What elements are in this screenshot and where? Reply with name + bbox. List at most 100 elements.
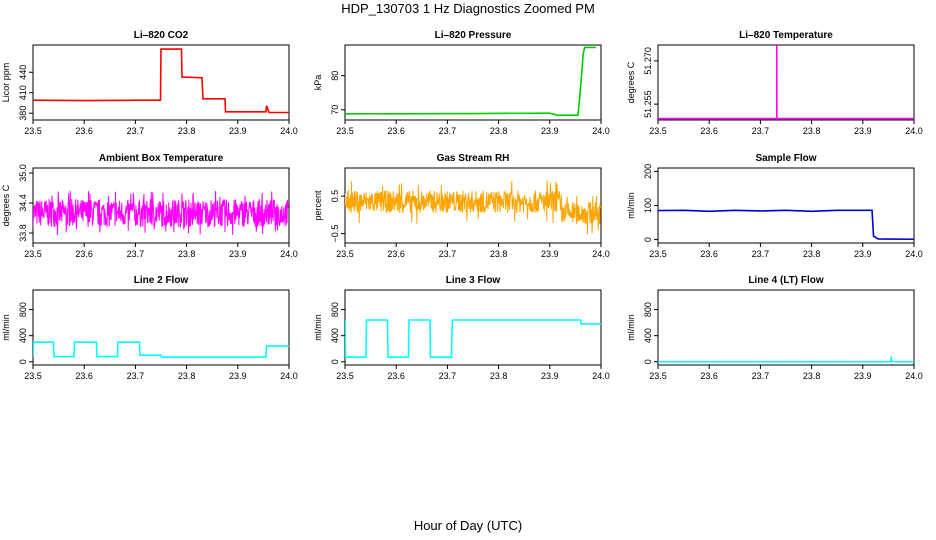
panel-title: Line 2 Flow (134, 275, 189, 286)
x-tick-label: 23.7 (127, 371, 145, 381)
x-tick-label: 23.7 (752, 249, 770, 259)
x-tick-label: 23.7 (439, 126, 457, 136)
panel-title: Li–820 CO2 (134, 30, 189, 41)
y-tick-label: 400 (330, 328, 340, 343)
x-tick-label: 24.0 (592, 126, 610, 136)
panel-title: Li–820 Pressure (435, 30, 512, 41)
x-tick-label: 23.8 (490, 371, 508, 381)
x-tick-label: 23.7 (752, 126, 770, 136)
x-tick-label: 23.9 (854, 126, 872, 136)
panel-7: Line 2 Flow 23.5 23.6 23.7 23.8 23.9 24.0 0 400 8… (1, 275, 298, 381)
x-tick-label: 23.8 (490, 249, 508, 259)
x-tick-label: 24.0 (592, 371, 610, 381)
x-tick-label: 23.5 (24, 249, 42, 259)
series-line (33, 48, 289, 114)
plot-frame (32, 167, 290, 244)
y-tick-label: 400 (643, 328, 653, 343)
x-tick-label: 23.8 (178, 126, 196, 136)
x-tick-label: 24.0 (905, 371, 923, 381)
x-tick-label: 23.5 (649, 249, 667, 259)
x-tick-label: 23.6 (75, 249, 93, 259)
x-tick-label: 23.9 (541, 371, 559, 381)
x-tick-label: 23.6 (387, 249, 405, 259)
x-tick-label: 23.6 (75, 126, 93, 136)
y-axis-label: percent (313, 190, 323, 221)
y-tick-label: 0 (18, 359, 28, 364)
y-tick-label: 800 (330, 302, 340, 317)
y-tick-label: 380 (18, 106, 28, 121)
y-tick-label: 33.8 (18, 224, 28, 242)
x-tick-label: 24.0 (280, 126, 298, 136)
plot-frame (32, 289, 290, 366)
y-tick-label: 80 (330, 71, 340, 81)
series-line (33, 341, 289, 358)
y-tick-label: 0 (643, 359, 653, 364)
y-tick-label: 440 (18, 65, 28, 80)
x-tick-label: 23.7 (439, 371, 457, 381)
series-line (658, 45, 914, 120)
x-tick-label: 23.9 (854, 249, 872, 259)
x-tick-label: 23.8 (803, 126, 821, 136)
x-axis-title: Hour of Day (UTC) (413, 518, 523, 533)
y-tick-label: 34.4 (18, 194, 28, 212)
y-tick-label: 51.255 (643, 90, 653, 118)
plot-frame (344, 44, 602, 121)
x-tick-label: 24.0 (905, 249, 923, 259)
panel-title: Sample Flow (755, 153, 816, 164)
panel-title: Line 4 (LT) Flow (748, 275, 824, 286)
panel-6: Sample Flow 23.5 23.6 23.7 23.8 23.9 24.0 0 100 2… (626, 153, 923, 259)
x-tick-label: 23.5 (24, 371, 42, 381)
series-line (658, 356, 914, 363)
y-axis-label: ml/min (1, 314, 11, 341)
series-line (33, 190, 289, 235)
x-tick-label: 23.7 (127, 126, 145, 136)
y-tick-label: 0 (643, 237, 653, 242)
series-line (658, 209, 914, 241)
x-tick-label: 23.9 (229, 249, 247, 259)
x-tick-label: 24.0 (280, 371, 298, 381)
y-tick-label: 400 (18, 328, 28, 343)
x-tick-label: 23.8 (803, 371, 821, 381)
x-tick-label: 23.7 (127, 249, 145, 259)
y-tick-label: 100 (643, 198, 653, 213)
x-tick-label: 23.9 (229, 126, 247, 136)
y-tick-label: 51.270 (643, 47, 653, 75)
x-tick-label: 23.6 (75, 371, 93, 381)
panel-title: Ambient Box Temperature (99, 153, 224, 164)
panel-5: Gas Stream RH 23.5 23.6 23.7 23.8 23.9 24.0 −0.… (313, 153, 610, 259)
x-tick-label: 23.8 (490, 126, 508, 136)
x-tick-label: 24.0 (905, 126, 923, 136)
x-tick-label: 23.5 (24, 126, 42, 136)
y-tick-label: 800 (18, 302, 28, 317)
y-axis-label: kPa (313, 75, 323, 91)
series-line (345, 180, 601, 235)
y-tick-label: 70 (330, 105, 340, 115)
y-axis-label: Licor ppm (1, 63, 11, 103)
plot-frame (657, 289, 915, 366)
plot-frame (344, 289, 602, 366)
panel-4: Ambient Box Temperature 23.5 23.6 23.7 23.8 2… (1, 153, 298, 259)
panel-title: Line 3 Flow (446, 275, 501, 286)
panel-1: Li–820 CO2 23.5 23.6 23.7 23.8 23.9 24.0 380 410… (1, 30, 298, 136)
y-tick-label: 35.0 (18, 164, 28, 182)
x-tick-label: 23.8 (178, 371, 196, 381)
panel-8: Line 3 Flow 23.5 23.6 23.7 23.8 23.9 24.0 0 400 8… (313, 275, 610, 381)
x-tick-label: 24.0 (280, 249, 298, 259)
x-tick-label: 23.5 (649, 126, 667, 136)
y-tick-label: −0.5 (330, 225, 340, 243)
panel-title: Li–820 Temperature (739, 30, 833, 41)
series-line (345, 46, 596, 117)
y-tick-label: 800 (643, 302, 653, 317)
y-axis-label: degrees C (626, 61, 636, 103)
panel-2: Li–820 Pressure 23.5 23.6 23.7 23.8 23.9 24.0 7… (313, 30, 610, 136)
x-tick-label: 23.9 (854, 371, 872, 381)
y-tick-label: 0 (330, 359, 340, 364)
x-tick-label: 23.6 (700, 249, 718, 259)
panel-9: Line 4 (LT) Flow 23.5 23.6 23.7 23.8 23.9 24.0… (626, 275, 923, 381)
x-tick-label: 23.5 (649, 371, 667, 381)
x-tick-label: 23.6 (700, 371, 718, 381)
panel-3: Li–820 Temperature 23.5 23.6 23.7 23.8 23.9 24… (626, 30, 923, 136)
figure-title: HDP_130703 1 Hz Diagnostics Zoomed PM (341, 1, 595, 16)
x-tick-label: 23.9 (541, 126, 559, 136)
